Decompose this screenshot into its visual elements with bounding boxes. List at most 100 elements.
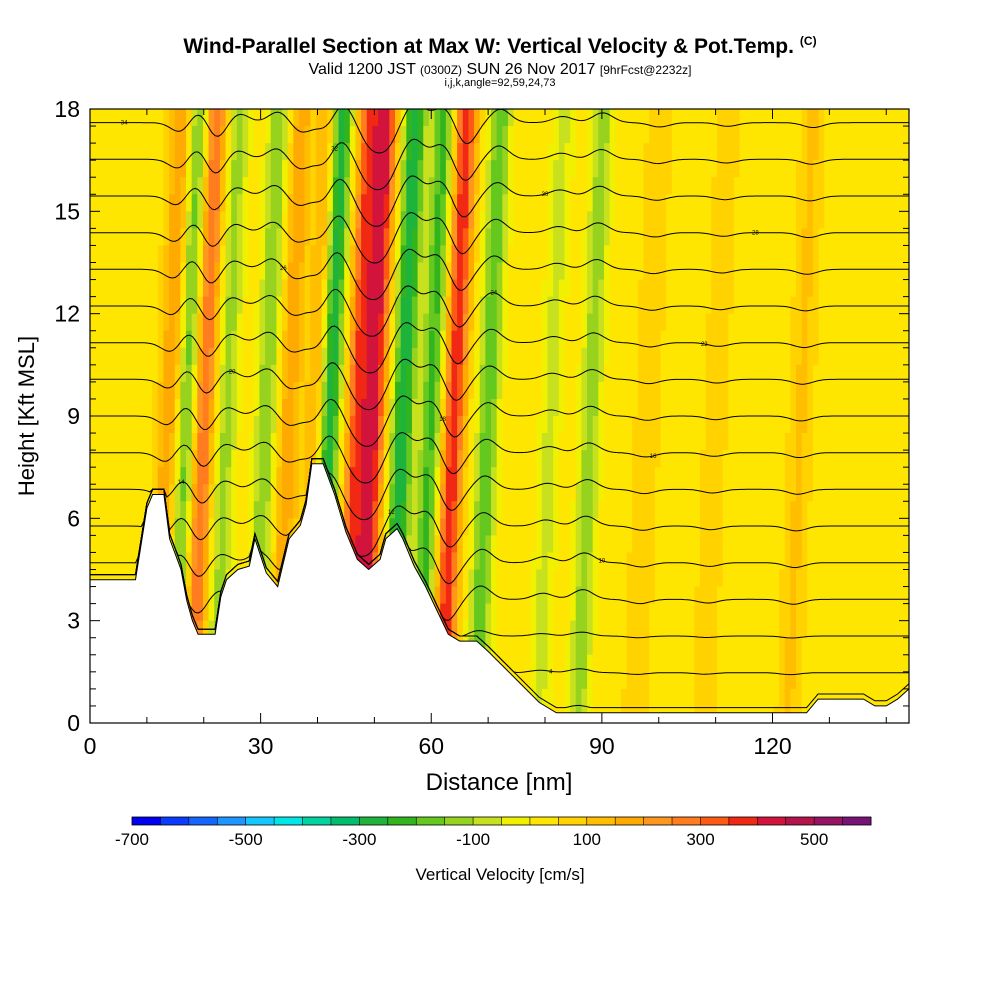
velocity-cell	[315, 228, 328, 247]
velocity-cell	[807, 109, 820, 127]
velocity-cell	[219, 279, 227, 298]
velocity-cell	[739, 160, 797, 178]
velocity-cell	[711, 194, 735, 212]
velocity-cell	[361, 279, 368, 298]
velocity-cell	[411, 484, 419, 502]
velocity-cell	[417, 347, 424, 366]
velocity-cell	[349, 296, 357, 315]
velocity-cell	[434, 450, 441, 468]
velocity-cell	[530, 552, 543, 571]
velocity-cell	[293, 450, 300, 468]
velocity-cell	[790, 330, 803, 349]
velocity-cell	[259, 177, 266, 195]
velocity-cell	[474, 535, 481, 554]
colorbar-tick-label: -700	[115, 830, 149, 849]
velocity-cell	[592, 637, 628, 656]
velocity-cell	[180, 313, 187, 332]
velocity-cell	[564, 330, 582, 349]
velocity-cell	[383, 313, 390, 332]
velocity-cell	[276, 381, 283, 400]
velocity-cell	[479, 160, 486, 178]
velocity-cell	[428, 262, 436, 281]
velocity-cell	[219, 143, 227, 161]
velocity-cell	[474, 109, 481, 127]
velocity-cell	[711, 296, 735, 315]
velocity-cell	[191, 433, 198, 451]
velocity-cell	[649, 671, 695, 690]
y-tick-label: 12	[54, 301, 80, 327]
velocity-cell	[180, 194, 187, 212]
velocity-cell	[603, 279, 611, 298]
velocity-cell	[355, 194, 362, 212]
velocity-cell	[587, 637, 594, 656]
velocity-cell	[570, 518, 577, 536]
velocity-cell	[236, 211, 244, 229]
velocity-cell	[383, 381, 390, 400]
velocity-cell	[812, 245, 820, 264]
velocity-cell	[349, 245, 357, 264]
velocity-cell	[225, 313, 238, 332]
velocity-cell	[451, 245, 458, 264]
velocity-cell	[389, 416, 396, 434]
velocity-cell	[479, 313, 486, 332]
velocity-cell	[451, 143, 458, 161]
colorbar-swatch	[245, 817, 275, 825]
velocity-cell	[282, 245, 289, 264]
velocity-cell	[564, 637, 571, 656]
velocity-cell	[496, 143, 503, 161]
velocity-cell	[818, 109, 825, 127]
velocity-cell	[186, 364, 193, 383]
velocity-cell	[507, 194, 515, 212]
velocity-cell	[570, 552, 577, 571]
velocity-cell	[474, 398, 481, 417]
velocity-cell	[287, 228, 294, 247]
velocity-cell	[468, 313, 475, 332]
velocity-cell	[282, 279, 289, 298]
velocity-cell	[208, 347, 215, 366]
velocity-cell	[395, 228, 402, 247]
velocity-cell	[219, 484, 227, 502]
velocity-cell	[293, 160, 306, 178]
velocity-cell	[191, 347, 198, 366]
velocity-cell	[90, 330, 159, 349]
velocity-cell	[779, 637, 786, 656]
velocity-cell	[310, 296, 323, 315]
velocity-cell	[575, 109, 588, 127]
velocity-cell	[587, 296, 594, 315]
velocity-cell	[496, 364, 503, 383]
theta-contour-label: 10	[599, 559, 606, 565]
velocity-cell	[807, 552, 909, 571]
velocity-cell	[406, 364, 413, 383]
velocity-cell	[169, 245, 181, 264]
velocity-cell	[592, 552, 599, 571]
velocity-cell	[327, 416, 334, 434]
velocity-cell	[338, 245, 345, 264]
velocity-cell	[276, 262, 283, 281]
velocity-cell	[315, 381, 323, 400]
velocity-cell	[513, 177, 549, 195]
velocity-cell	[332, 330, 340, 349]
velocity-cell	[575, 364, 582, 383]
velocity-cell	[163, 381, 176, 400]
velocity-cell	[225, 126, 232, 144]
velocity-cell	[236, 381, 244, 400]
velocity-cell	[236, 228, 244, 247]
velocity-cell	[174, 450, 181, 468]
velocity-cell	[558, 279, 571, 298]
velocity-cell	[214, 279, 221, 298]
x-tick-label: 60	[418, 733, 444, 759]
velocity-cell	[282, 177, 289, 195]
velocity-cell	[265, 279, 277, 298]
velocity-cell	[603, 450, 633, 468]
velocity-cell	[389, 279, 396, 298]
velocity-cell	[671, 143, 718, 161]
velocity-cell	[592, 535, 599, 554]
velocity-cell	[270, 398, 277, 417]
velocity-cell	[609, 177, 616, 195]
velocity-cell	[361, 228, 374, 247]
theta-contour	[90, 458, 909, 557]
velocity-cell	[202, 381, 210, 400]
velocity-cell	[541, 518, 554, 536]
colorbar-swatch	[700, 817, 730, 825]
velocity-cell	[197, 245, 204, 264]
